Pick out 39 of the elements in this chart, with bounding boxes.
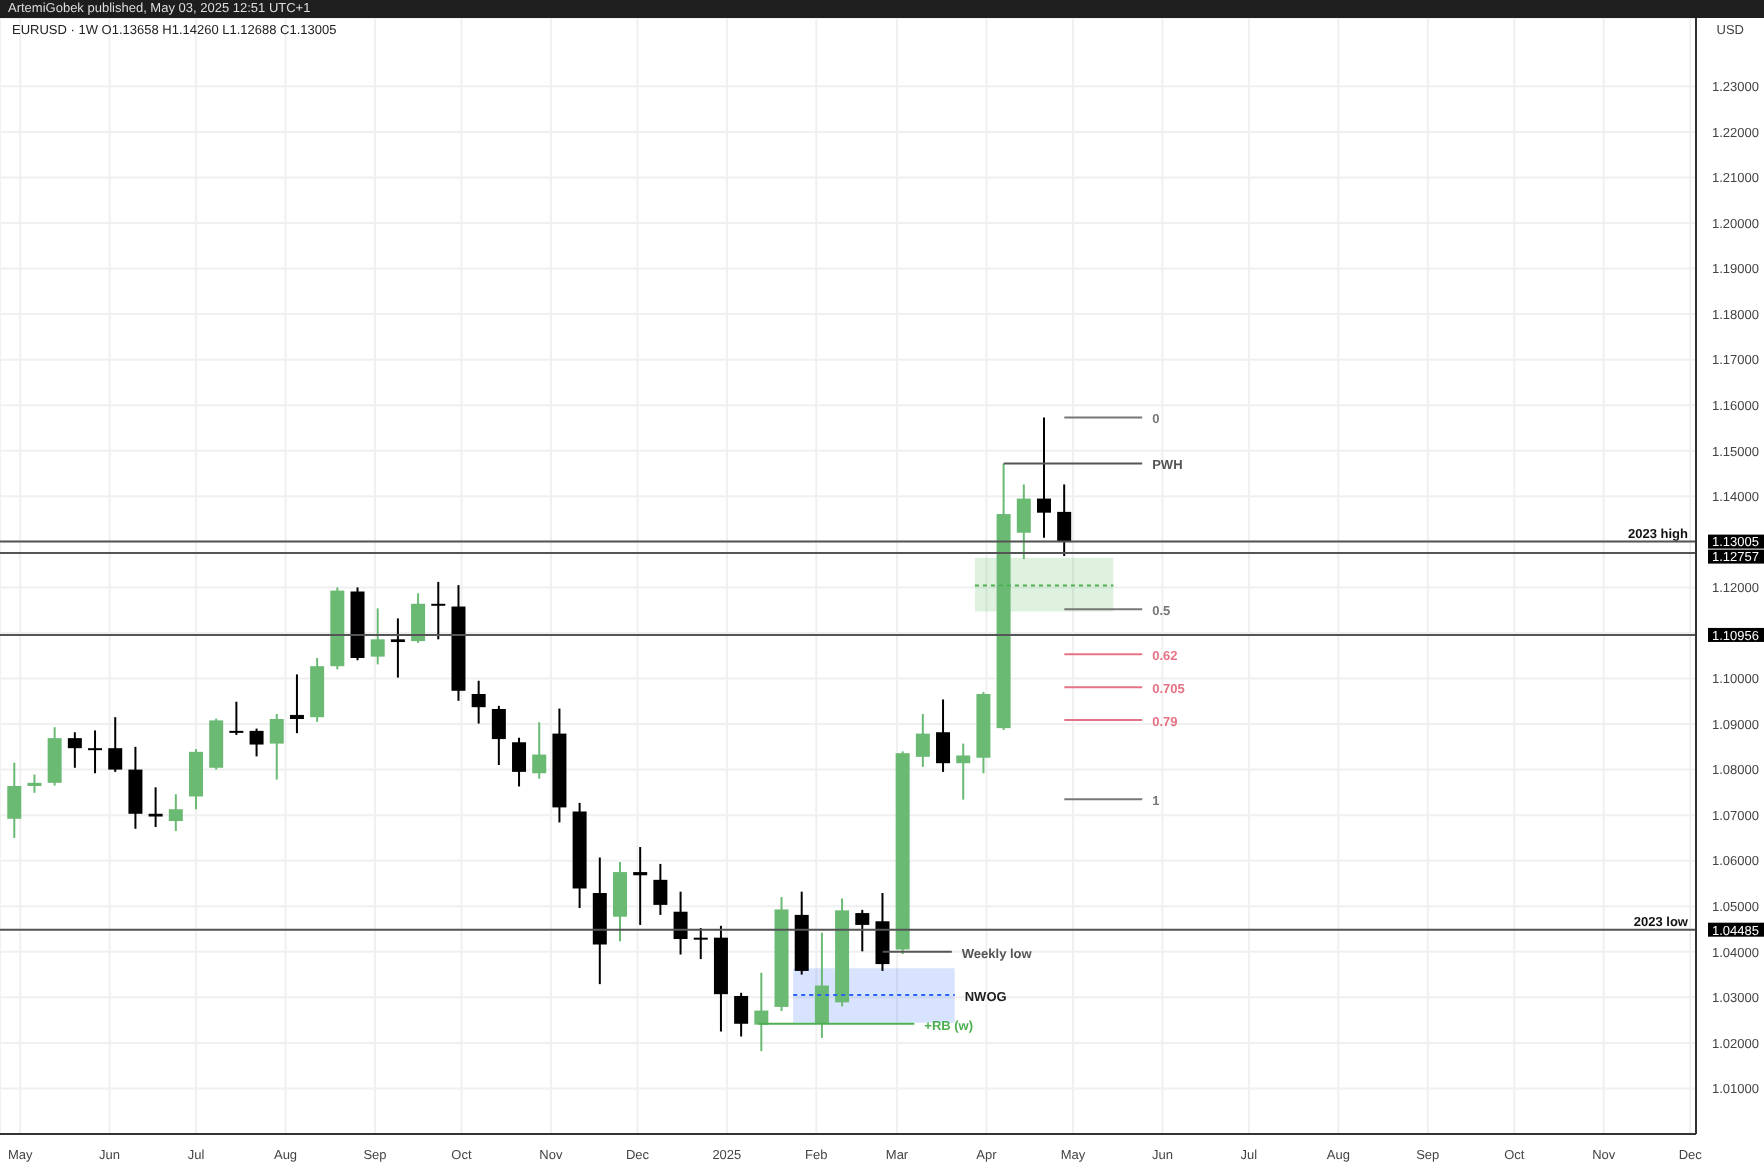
candlestick	[289, 673, 304, 735]
candlestick	[673, 890, 688, 956]
candlestick	[936, 698, 951, 773]
candlestick	[754, 971, 769, 1053]
candlestick	[814, 931, 829, 1039]
candlestick	[148, 786, 163, 828]
candlestick	[249, 727, 264, 758]
candlestick	[88, 729, 103, 775]
candlestick	[915, 713, 930, 768]
candlestick	[653, 862, 668, 916]
candlestick	[188, 748, 203, 811]
candlestick	[27, 773, 42, 794]
candlestick	[7, 761, 22, 839]
candlestick	[168, 793, 183, 833]
candlestick	[229, 700, 244, 736]
candlestick	[108, 716, 123, 773]
candlestick	[633, 846, 648, 926]
candlestick	[855, 908, 870, 953]
candlestick	[128, 745, 143, 830]
candlestick	[471, 679, 486, 725]
candlestick	[512, 736, 527, 788]
candlestick	[269, 713, 284, 781]
candlestick	[67, 731, 82, 769]
candlestick	[390, 617, 405, 679]
candlestick	[734, 991, 749, 1038]
candlestick	[209, 717, 224, 771]
candlestick	[1036, 416, 1051, 539]
candlestick	[1016, 483, 1031, 561]
candlestick	[612, 861, 627, 943]
candlestick	[411, 592, 426, 644]
candlestick	[47, 726, 62, 787]
candlestick	[875, 892, 890, 972]
candlestick	[532, 721, 547, 780]
candlestick	[1057, 483, 1072, 558]
candlestick	[491, 704, 506, 767]
candlestick	[370, 607, 385, 666]
candlestick	[431, 580, 446, 641]
candlestick	[693, 927, 708, 961]
candlestick	[956, 742, 971, 801]
